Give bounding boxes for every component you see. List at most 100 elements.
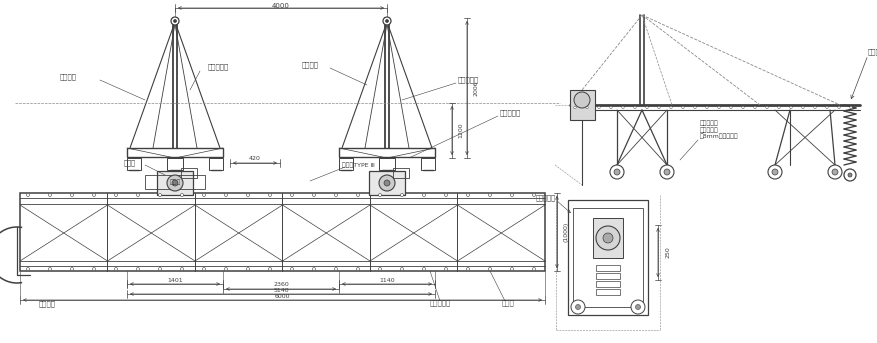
Circle shape bbox=[26, 268, 30, 271]
Text: 1200: 1200 bbox=[458, 123, 463, 138]
Bar bbox=[127, 158, 141, 170]
Text: 主钉丝绳及
安全钉丝绳
（8mm据夹固定）: 主钉丝绳及 安全钉丝绳 （8mm据夹固定） bbox=[699, 121, 738, 139]
Circle shape bbox=[597, 106, 600, 109]
Circle shape bbox=[383, 180, 389, 186]
Circle shape bbox=[789, 106, 791, 109]
Bar bbox=[569, 90, 595, 120]
Circle shape bbox=[488, 268, 491, 271]
Circle shape bbox=[400, 193, 403, 197]
Circle shape bbox=[92, 268, 96, 271]
Bar bbox=[573, 208, 642, 307]
Circle shape bbox=[444, 268, 447, 271]
Circle shape bbox=[444, 193, 447, 197]
Text: 万向轮: 万向轮 bbox=[501, 300, 514, 306]
Circle shape bbox=[570, 300, 584, 314]
Bar bbox=[20, 193, 545, 271]
Bar bbox=[181, 168, 196, 178]
Circle shape bbox=[159, 193, 161, 197]
Text: 2006: 2006 bbox=[473, 80, 478, 96]
Circle shape bbox=[246, 193, 249, 197]
Circle shape bbox=[379, 175, 395, 191]
Circle shape bbox=[466, 193, 469, 197]
Circle shape bbox=[167, 175, 182, 191]
Circle shape bbox=[510, 193, 513, 197]
Bar bbox=[368, 171, 404, 195]
Circle shape bbox=[645, 106, 647, 109]
Circle shape bbox=[172, 180, 178, 186]
Circle shape bbox=[631, 300, 645, 314]
Circle shape bbox=[334, 193, 337, 197]
Text: 安全钉丝绳: 安全钉丝绳 bbox=[458, 77, 479, 83]
Circle shape bbox=[765, 106, 767, 109]
Circle shape bbox=[203, 268, 205, 271]
Circle shape bbox=[574, 305, 580, 309]
Circle shape bbox=[663, 169, 669, 175]
Circle shape bbox=[669, 106, 672, 109]
Circle shape bbox=[48, 193, 52, 197]
Circle shape bbox=[181, 193, 183, 197]
Circle shape bbox=[767, 165, 781, 179]
Circle shape bbox=[466, 268, 469, 271]
Circle shape bbox=[356, 193, 359, 197]
Circle shape bbox=[574, 106, 575, 109]
Circle shape bbox=[400, 268, 403, 271]
Bar bbox=[379, 158, 395, 170]
Bar bbox=[167, 158, 182, 170]
Circle shape bbox=[693, 106, 695, 109]
Circle shape bbox=[847, 173, 851, 177]
Circle shape bbox=[510, 268, 513, 271]
Circle shape bbox=[70, 268, 74, 271]
Text: 250: 250 bbox=[665, 247, 670, 258]
Circle shape bbox=[827, 165, 841, 179]
Text: 控制筱: 控制筱 bbox=[124, 160, 136, 166]
Text: 上限位装置: 上限位装置 bbox=[535, 195, 555, 201]
Text: 安全锁TYPE Ⅲ: 安全锁TYPE Ⅲ bbox=[341, 162, 374, 168]
Circle shape bbox=[681, 106, 683, 109]
Text: 2360: 2360 bbox=[273, 283, 289, 287]
Circle shape bbox=[753, 106, 755, 109]
Text: 1140: 1140 bbox=[379, 277, 395, 283]
Circle shape bbox=[777, 106, 780, 109]
Circle shape bbox=[225, 193, 227, 197]
Bar bbox=[595, 273, 619, 279]
Circle shape bbox=[422, 193, 425, 197]
Text: 安全钉丝绳: 安全钉丝绳 bbox=[207, 64, 228, 70]
Text: 控制筱: 控制筱 bbox=[169, 179, 181, 185]
Circle shape bbox=[602, 233, 612, 243]
Circle shape bbox=[378, 193, 381, 197]
Bar bbox=[420, 158, 434, 170]
Bar bbox=[157, 171, 193, 195]
Text: 1401: 1401 bbox=[167, 277, 182, 283]
Circle shape bbox=[159, 268, 161, 271]
Circle shape bbox=[114, 268, 118, 271]
Circle shape bbox=[171, 17, 179, 25]
Circle shape bbox=[385, 20, 388, 23]
Circle shape bbox=[595, 226, 619, 250]
Circle shape bbox=[114, 193, 118, 197]
Circle shape bbox=[613, 169, 619, 175]
Bar bbox=[209, 158, 223, 170]
Circle shape bbox=[92, 193, 96, 197]
Circle shape bbox=[849, 106, 852, 109]
Circle shape bbox=[621, 106, 624, 109]
Circle shape bbox=[825, 106, 827, 109]
Bar bbox=[567, 200, 647, 315]
Circle shape bbox=[26, 193, 30, 197]
Circle shape bbox=[831, 169, 837, 175]
Circle shape bbox=[48, 268, 52, 271]
Text: 上限位装置: 上限位装置 bbox=[499, 110, 521, 116]
Circle shape bbox=[268, 193, 271, 197]
Bar bbox=[595, 265, 619, 271]
Circle shape bbox=[356, 268, 359, 271]
Circle shape bbox=[729, 106, 731, 109]
Circle shape bbox=[174, 20, 176, 23]
Circle shape bbox=[334, 268, 337, 271]
Circle shape bbox=[312, 193, 315, 197]
Bar bbox=[592, 218, 623, 258]
Circle shape bbox=[610, 165, 624, 179]
Text: 电源电缆: 电源电缆 bbox=[39, 301, 55, 307]
Circle shape bbox=[635, 305, 639, 309]
Bar bbox=[145, 175, 204, 189]
Bar bbox=[595, 281, 619, 287]
Text: 主钉丝绳: 主钉丝绳 bbox=[60, 74, 76, 80]
